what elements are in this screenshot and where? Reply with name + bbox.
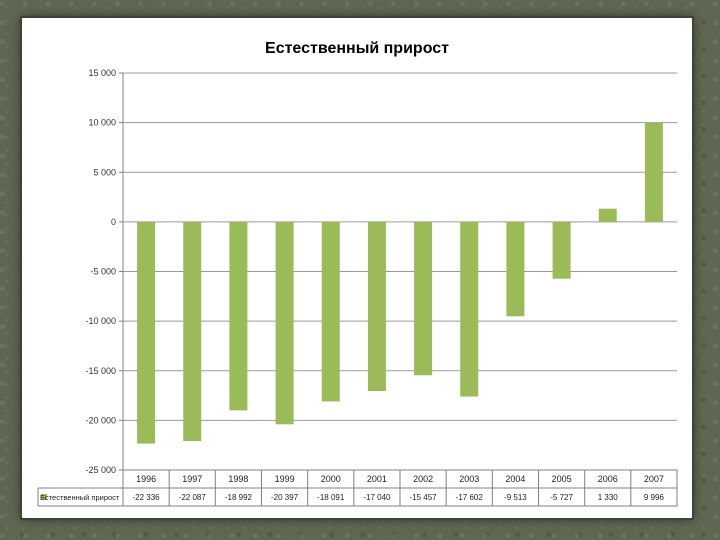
bar-2000	[321, 221, 340, 402]
y-tick-label: -10 000	[85, 316, 116, 326]
bar-2001	[367, 221, 386, 391]
bars	[137, 122, 663, 444]
category-label: 1998	[228, 474, 248, 484]
category-label: 2007	[644, 474, 664, 484]
y-tick-label: 15 000	[88, 68, 116, 78]
category-label: 1997	[182, 474, 202, 484]
y-tick-label: -20 000	[85, 415, 116, 425]
bar-2006	[598, 208, 617, 222]
data-label: -15 457	[410, 493, 438, 502]
category-label: 2001	[367, 474, 387, 484]
bar-1998	[229, 221, 248, 411]
data-label: -22 087	[179, 493, 207, 502]
data-label: -17 602	[456, 493, 484, 502]
bar-1996	[137, 221, 156, 444]
bar-1997	[183, 221, 202, 442]
y-tick-label: -15 000	[85, 366, 116, 376]
gridlines	[123, 72, 677, 471]
data-label: 9 996	[644, 493, 665, 502]
y-tick-label: 10 000	[88, 118, 116, 128]
chart-title: Естественный прирост	[265, 40, 449, 57]
category-label: 2004	[505, 474, 525, 484]
data-label: -18 091	[317, 493, 345, 502]
category-label: 2000	[321, 474, 341, 484]
category-label: 2003	[459, 474, 479, 484]
data-label: -5 727	[550, 493, 573, 502]
data-label: -9 513	[504, 493, 527, 502]
bar-1999	[275, 221, 294, 425]
y-tick-label: -5 000	[90, 267, 116, 277]
legend-key	[41, 494, 47, 500]
bar-2002	[414, 221, 433, 376]
category-label: 2002	[413, 474, 433, 484]
category-label: 2006	[598, 474, 618, 484]
bar-2007	[644, 122, 663, 222]
bar-2005	[552, 221, 571, 279]
slide-frame: Естественный прирост 15 000 10 000 5 000 0 -…	[22, 18, 692, 518]
data-label: -22 336	[133, 493, 161, 502]
category-label: 1996	[136, 474, 156, 484]
data-label: -17 040	[363, 493, 391, 502]
y-tick-label: 0	[111, 217, 116, 227]
data-label: -18 992	[225, 493, 253, 502]
category-label: 1999	[275, 474, 295, 484]
data-label: 1 330	[598, 493, 619, 502]
bar-chart: Естественный прирост 15 000 10 000 5 000 0 -…	[37, 40, 678, 507]
category-label: 2005	[552, 474, 572, 484]
y-tick-label: -25 000	[85, 465, 116, 475]
data-table: 1996 -22 336 1997 -22 087 1998 -18 992 1999 -20…	[37, 469, 678, 507]
data-label: -20 397	[271, 493, 299, 502]
y-tick-label: 5 000	[93, 167, 116, 177]
bar-2004	[506, 221, 525, 317]
y-axis-ticks: 15 000 10 000 5 000 0 -5 000 -10 000 -15 000 -2…	[85, 68, 124, 475]
bar-2003	[460, 221, 479, 397]
series-name: Естественный прирост	[40, 493, 120, 502]
